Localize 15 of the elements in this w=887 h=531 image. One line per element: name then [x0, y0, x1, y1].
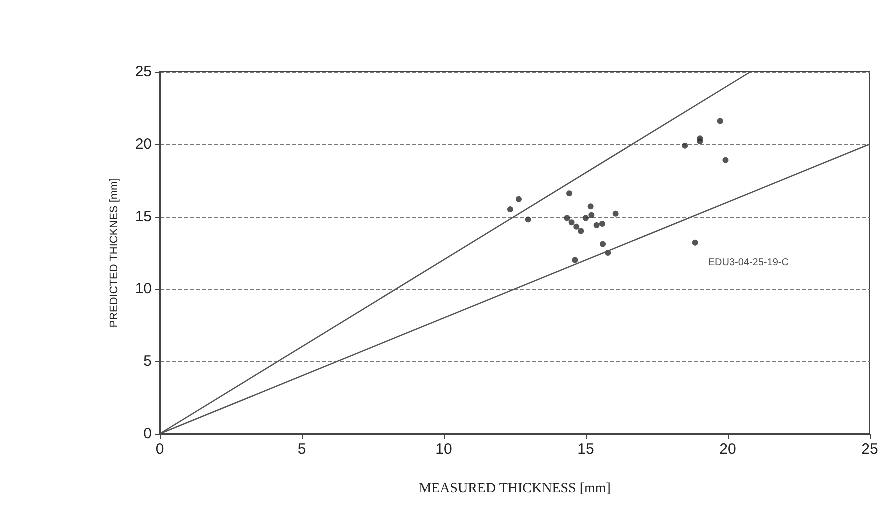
x-axis-title: MEASURED THICKNESS [mm]: [419, 482, 611, 496]
y-tick-label: 5: [144, 353, 152, 370]
annotation: EDU3-04-25-19-C: [708, 257, 789, 268]
y-tick-label: 20: [135, 136, 152, 153]
x-tick-label: 0: [156, 441, 164, 458]
y-tick-label: 15: [135, 208, 152, 226]
y-axis-title: PREDICTED THICKNES [mm]: [108, 178, 120, 328]
y-tick-label: 0: [144, 426, 152, 442]
x-tick-label: 15: [578, 441, 594, 458]
x-tick-label: 25: [862, 441, 878, 458]
y-tick-label: 10: [135, 280, 152, 298]
x-tick-label: 20: [720, 441, 736, 458]
y-tick-label: 25: [135, 64, 152, 80]
x-tick-label: 5: [298, 441, 306, 458]
x-tick-label: 10: [436, 441, 452, 458]
